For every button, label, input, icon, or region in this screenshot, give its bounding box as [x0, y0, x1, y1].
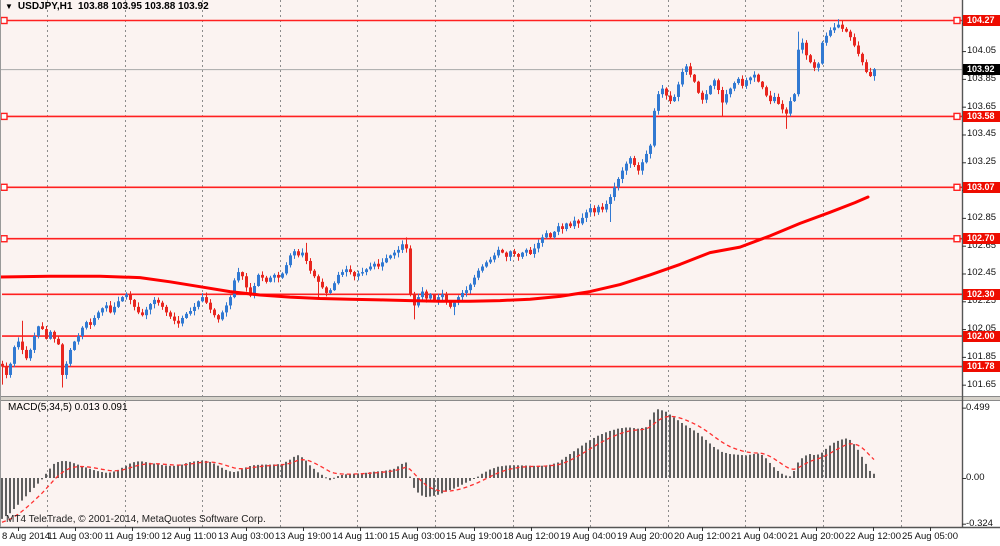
vertical-gridlines	[47, 0, 902, 527]
hline-handle-icon[interactable]	[0, 112, 8, 121]
hline-handle-icon[interactable]	[953, 235, 961, 243]
hline-price-tag-102.30[interactable]: 102.30	[963, 288, 1000, 300]
price-tick-label-101.85: 101.85	[967, 350, 997, 362]
time-label-3: 12 Aug 11:00	[161, 531, 217, 542]
time-label-5: 13 Aug 19:00	[275, 531, 331, 542]
time-label-2: 11 Aug 19:00	[104, 531, 160, 542]
chart-title: ▼ USDJPY,H1 103.88 103.95 103.88 103.92	[5, 1, 209, 12]
time-label-12: 20 Aug 12:00	[674, 531, 730, 542]
hline-handle-icon[interactable]	[0, 235, 8, 243]
hline-handle-icon[interactable]	[953, 183, 961, 192]
macd-indicator-label: MACD(5,34,5) 0.013 0.091	[8, 402, 128, 413]
hline-price-tag-101.78[interactable]: 101.78	[963, 361, 1000, 373]
price-tick-label-103.25: 103.25	[967, 156, 997, 168]
time-label-15: 22 Aug 12:00	[845, 531, 901, 542]
macd-histogram	[1, 409, 875, 519]
price-tick-label-102.65: 102.65	[967, 239, 997, 251]
moving-average-line[interactable]	[0, 195, 870, 303]
hline-price-tag-102.00[interactable]: 102.00	[963, 330, 1000, 342]
price-tick-label-103.45: 103.45	[967, 128, 997, 140]
symbol-timeframe-label: USDJPY,H1	[17, 1, 73, 12]
axis-ticks	[18, 23, 966, 531]
time-label-13: 21 Aug 04:00	[731, 531, 787, 542]
time-label-0: 8 Aug 2014	[2, 531, 51, 542]
panel-separator[interactable]	[0, 396, 1000, 400]
price-tick-label-102.45: 102.45	[967, 267, 997, 279]
price-tick-label-102.85: 102.85	[967, 211, 997, 223]
time-label-6: 14 Aug 11:00	[332, 531, 388, 542]
time-label-14: 21 Aug 20:00	[788, 531, 844, 542]
time-label-4: 13 Aug 03:00	[218, 531, 274, 542]
price-tick-label-102.25: 102.25	[967, 295, 997, 307]
price-tick-label-103.65: 103.65	[967, 100, 997, 112]
hline-price-tag-103.07[interactable]: 103.07	[963, 181, 1000, 193]
hline-price-tag-103.58[interactable]: 103.58	[963, 110, 1000, 122]
hline-handle-icon[interactable]	[953, 112, 961, 121]
current-price-tag: 103.92	[963, 63, 1000, 75]
price-tick-label-101.65: 101.65	[967, 378, 997, 390]
price-tick-label-102.05: 102.05	[967, 323, 997, 335]
price-tick-label-103.85: 103.85	[967, 72, 997, 84]
main-plot-background	[0, 0, 962, 396]
time-label-8: 15 Aug 19:00	[446, 531, 502, 542]
hline-price-tag-104.27[interactable]: 104.27	[963, 15, 1000, 26]
hline-handle-icon[interactable]	[953, 16, 961, 25]
time-label-9: 18 Aug 12:00	[503, 531, 559, 542]
time-label-10: 19 Aug 04:00	[560, 531, 616, 542]
time-label-7: 15 Aug 03:00	[389, 531, 445, 542]
horizontal-level-lines[interactable]	[0, 16, 962, 368]
macd-axis-label--0.324: -0.324	[966, 517, 993, 529]
macd-axis-label-0.00: 0.00	[966, 472, 985, 483]
hline-handle-icon[interactable]	[0, 183, 8, 192]
time-label-1: 11 Aug 03:00	[47, 531, 103, 542]
copyright-text: MT4 TeleTrade, © 2001-2014, MetaQuotes S…	[6, 514, 266, 525]
candles-layer	[1, 19, 876, 388]
macd-signal-line	[1, 415, 875, 523]
hline-handle-icon[interactable]	[0, 16, 8, 25]
ohlc-values-label: 103.88 103.95 103.88 103.92	[77, 1, 209, 12]
chevron-down-icon[interactable]: ▼	[5, 2, 13, 11]
price-tick-label-104.05: 104.05	[967, 45, 997, 57]
hline-price-tag-102.70[interactable]: 102.70	[963, 233, 1000, 245]
time-label-11: 19 Aug 20:00	[617, 531, 673, 542]
macd-axis-label-0.499: 0.499	[966, 401, 990, 413]
time-label-16: 25 Aug 05:00	[902, 531, 958, 542]
